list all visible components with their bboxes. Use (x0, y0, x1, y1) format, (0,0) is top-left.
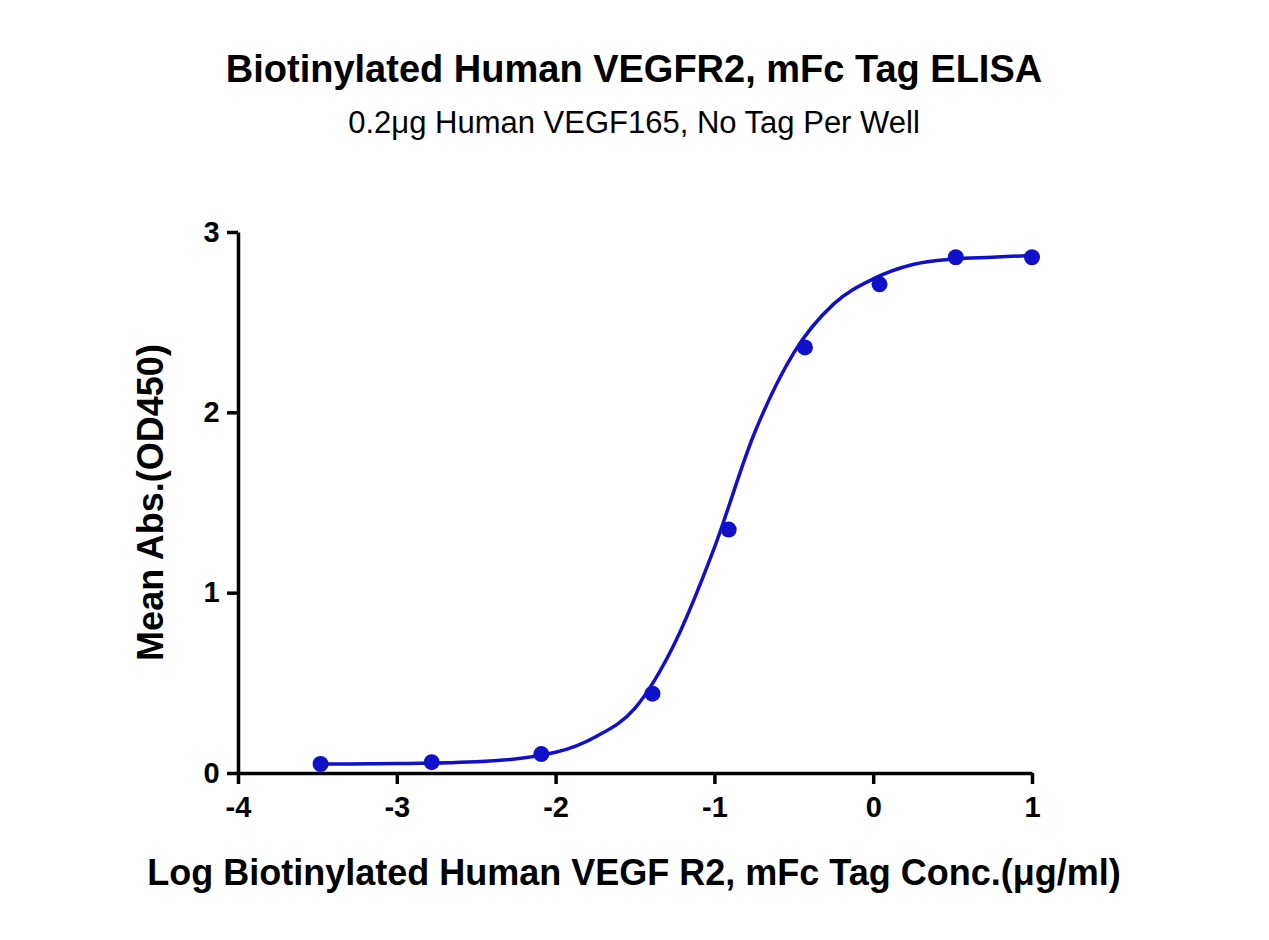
tick: 0 (204, 757, 238, 789)
tick-mark (396, 773, 400, 784)
tick: -3 (384, 773, 410, 823)
curve (317, 255, 1032, 764)
tick-mark (227, 231, 238, 235)
tick-label: -3 (384, 791, 410, 823)
tick-mark (713, 773, 717, 784)
tick-mark (554, 773, 558, 784)
tick-label: 1 (1024, 791, 1040, 823)
axis-line (239, 772, 1033, 776)
tick-mark (1031, 773, 1035, 784)
tick-label: 2 (204, 396, 220, 428)
tick: 0 (866, 773, 882, 823)
chart: Biotinylated Human VEGFR2, mFc Tag ELISA… (0, 0, 1269, 940)
tick: 1 (1024, 773, 1040, 823)
tick: -1 (702, 773, 728, 823)
tick-mark (227, 772, 238, 776)
tick: 2 (204, 396, 238, 428)
tick: -2 (543, 773, 569, 823)
tick: 3 (204, 216, 238, 248)
x-axis: -4 -3 -2 -1 0 1 (226, 773, 1041, 823)
tick-mark (227, 591, 238, 595)
tick-label: -1 (702, 791, 728, 823)
axis-line (237, 233, 241, 774)
tick-label: 3 (204, 216, 220, 248)
subtitle: 0.2μg Human VEGF165, No Tag Per Well (348, 105, 920, 140)
tick-mark (872, 773, 876, 784)
title: Biotinylated Human VEGFR2, mFc Tag ELISA (226, 48, 1042, 90)
tick: 1 (204, 576, 238, 608)
y-axis-title: Mean Abs.(OD450) (130, 344, 171, 661)
tick-label: 0 (204, 757, 220, 789)
tick-label: -4 (226, 791, 252, 823)
y-axis: 0 1 2 3 (204, 216, 239, 789)
tick-label: 1 (204, 576, 220, 608)
tick-label: 0 (866, 791, 882, 823)
tick-mark (227, 411, 238, 415)
x-axis-title: Log Biotinylated Human VEGF R2, mFc Tag … (147, 852, 1120, 893)
tick: -4 (226, 773, 252, 823)
plot-area (313, 249, 1040, 772)
tick-label: -2 (543, 791, 569, 823)
